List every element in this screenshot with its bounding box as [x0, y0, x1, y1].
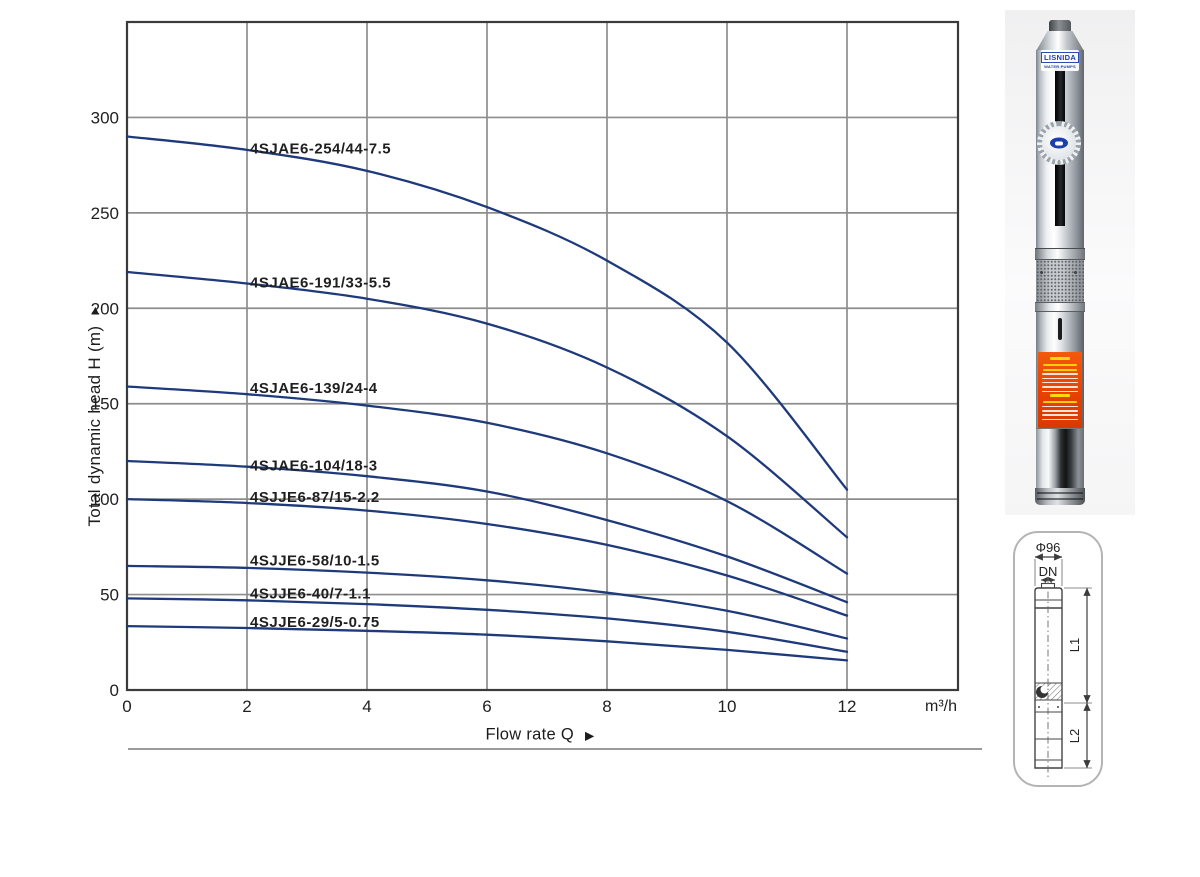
curve-label: 4SJJE6-40/7-1.1 — [250, 585, 371, 602]
x-tick-label: 12 — [838, 697, 857, 716]
curve-4SJJE6-58/10-1.5 — [125, 564, 849, 640]
curve-label: 4SJAE6-191/33-5.5 — [250, 274, 391, 291]
curve-4SJJE6-29/5-0.75 — [125, 624, 849, 662]
curve-4SJAE6-104/18-3 — [125, 459, 849, 604]
label-line — [1042, 414, 1078, 416]
pump-intake-screen — [1036, 260, 1084, 302]
y-axis-title-text: Total dynamic head H (m) — [85, 325, 104, 527]
submersible-pump-image: LISNIDA WATER PUMPS — [1035, 18, 1085, 508]
plot-border — [125, 20, 960, 692]
brand-name: LISNIDA — [1040, 52, 1080, 63]
label-line — [1042, 377, 1078, 380]
label-title-bar — [1050, 394, 1070, 398]
x-tick-label: 4 — [362, 697, 371, 716]
label-line — [1042, 418, 1078, 421]
x-tick-label: 6 — [482, 697, 491, 716]
x-axis-unit-label: m³/h — [925, 698, 957, 715]
pump-shoulder — [1036, 31, 1084, 51]
curve-label: 4SJJE6-58/10-1.5 — [250, 552, 380, 569]
y-tick-label: 0 — [110, 681, 119, 700]
label-title-bar — [1050, 357, 1070, 360]
y-tick-label: 50 — [100, 586, 119, 605]
label-line — [1042, 373, 1078, 375]
label-line — [1043, 368, 1077, 371]
screw-dot — [1074, 271, 1077, 274]
base-groove — [1037, 492, 1083, 494]
motor-seam-mark — [1058, 318, 1062, 340]
curve-label: 4SJJE6-87/15-2.2 — [250, 489, 380, 506]
L1-dimension-label: L1 — [1067, 638, 1082, 652]
base-groove — [1037, 498, 1083, 500]
pump-outline — [1034, 587, 1063, 769]
x-tick-label: 0 — [122, 697, 131, 716]
curve-4SJJE6-87/15-2.2 — [125, 497, 849, 617]
L2-dimension-label: L2 — [1067, 729, 1082, 743]
axis-underline — [128, 748, 982, 750]
curve-label: 4SJAE6-139/24-4 — [250, 380, 378, 397]
curve-4SJAE6-254/44-7.5 — [125, 135, 849, 491]
pump-product-photo: LISNIDA WATER PUMPS — [1005, 10, 1135, 515]
diameter-dimension-label: Φ96 — [1036, 540, 1061, 555]
y-tick-label: 200 — [91, 299, 119, 318]
label-line — [1042, 410, 1078, 412]
x-axis-title-text: Flow rate Q — [485, 725, 575, 744]
pump-base-cap — [1035, 488, 1085, 505]
curve-label: 4SJAE6-104/18-3 — [250, 458, 378, 475]
pump-emblem-badge — [1037, 121, 1081, 165]
x-axis-title: Flow rate Q ▶ — [485, 726, 594, 745]
x-tick-label: 8 — [602, 697, 611, 716]
y-axis-arrow-icon: ▲ — [88, 302, 102, 318]
pump-coupling-ring — [1035, 302, 1085, 312]
label-line — [1043, 400, 1077, 403]
y-tick-label: 300 — [91, 108, 119, 127]
label-line — [1042, 390, 1078, 393]
pump-flange-ring — [1035, 248, 1085, 260]
curve-label: 4SJJE6-29/5-0.75 — [250, 614, 380, 631]
pump-chrome-section — [1036, 428, 1084, 488]
brand-tagline: WATER PUMPS — [1044, 64, 1076, 69]
outlet-dimension-label: DN — [1039, 564, 1058, 579]
screw-dot — [1057, 706, 1059, 708]
x-tick-label: 2 — [242, 697, 251, 716]
intake-port-highlight — [1040, 685, 1049, 694]
screw-dot — [1040, 271, 1043, 274]
curve-4SJJE6-40/7-1.1 — [125, 597, 849, 653]
dimension-diagram: Φ96 DN L1 L2 — [1013, 531, 1103, 787]
x-tick-label: 10 — [718, 697, 737, 716]
label-line — [1042, 386, 1078, 388]
x-axis-arrow-icon: ▶ — [585, 728, 595, 742]
label-line — [1042, 405, 1078, 408]
y-axis-title: Total dynamic head H (m) ▲ — [85, 302, 105, 527]
pump-top-connector — [1049, 20, 1071, 33]
label-line — [1043, 363, 1077, 366]
y-tick-label: 250 — [91, 204, 119, 223]
curve-4SJAE6-139/24-4 — [125, 385, 849, 575]
y-tick-label: 150 — [91, 395, 119, 414]
screw-dot — [1038, 706, 1040, 708]
curve-label: 4SJAE6-254/44-7.5 — [250, 141, 391, 158]
label-line — [1042, 381, 1078, 384]
warning-label — [1038, 352, 1082, 428]
curve-4SJAE6-191/33-5.5 — [125, 270, 849, 539]
emblem-logo-icon — [1050, 137, 1068, 149]
pump-performance-chart: 4SJAE6-254/44-7.5 4SJAE6-191/33-5.5 4SJAE6… — [91, 20, 960, 716]
brand-plate: LISNIDA WATER PUMPS — [1040, 50, 1080, 71]
y-tick-label: 100 — [91, 490, 119, 509]
